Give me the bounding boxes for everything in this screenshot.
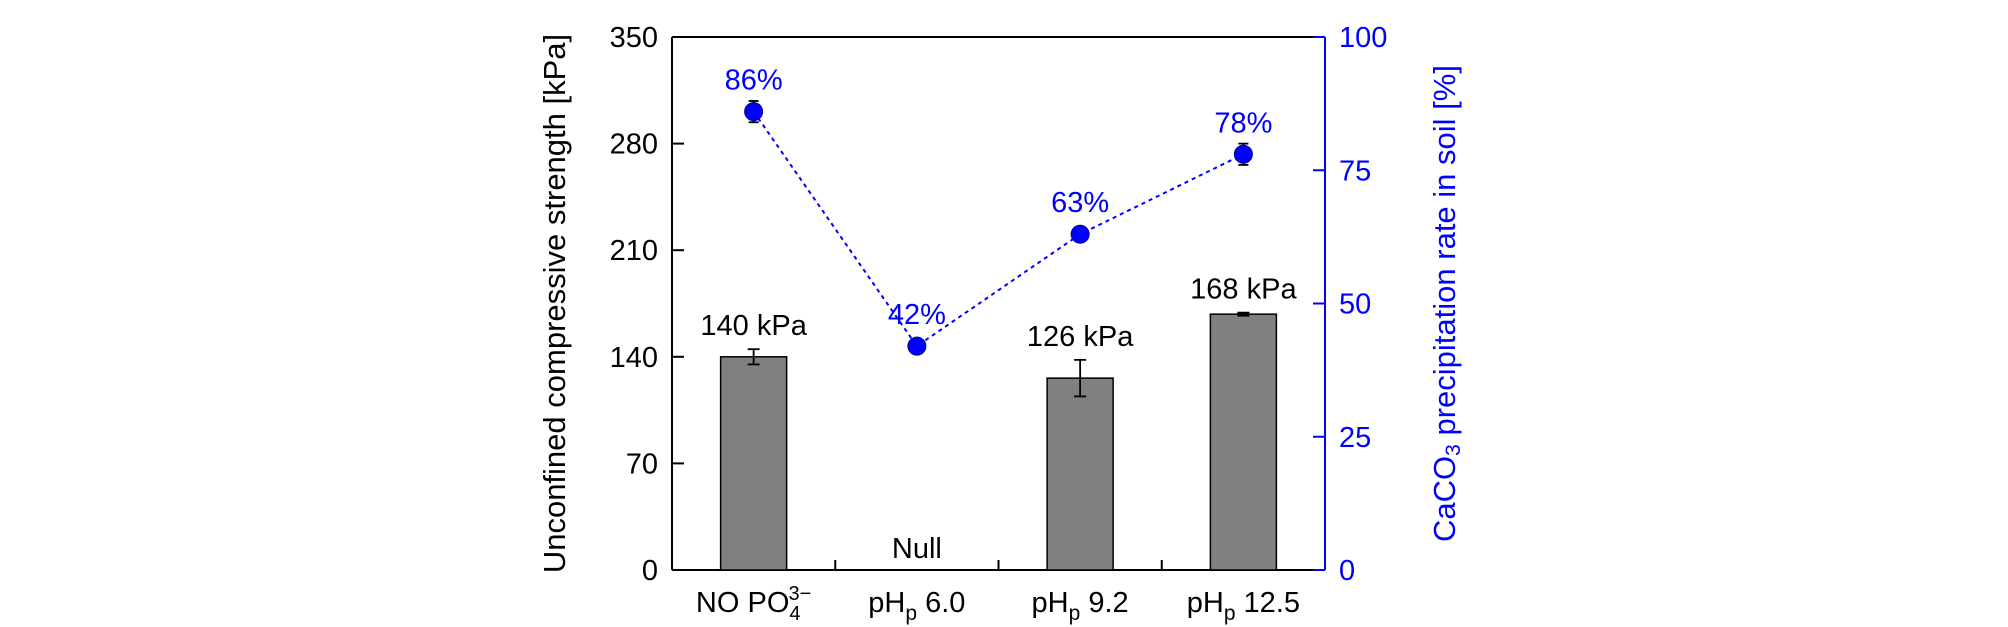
- x-category-label: NO PO43−: [696, 583, 811, 625]
- point-value-label: 86%: [725, 65, 783, 97]
- bar: [719, 356, 788, 571]
- x-category-label: pHp 9.2: [1032, 587, 1129, 625]
- y-right-title-part: CaCO: [1427, 456, 1462, 542]
- x-category-subscript: 4: [789, 603, 800, 625]
- y-left-tick-label: 280: [610, 129, 658, 161]
- line-series-path: [752, 111, 1244, 348]
- point-value-label: 42%: [888, 299, 946, 331]
- y-left-tick-label: 70: [626, 448, 658, 480]
- x-category-text: pH: [1032, 587, 1069, 619]
- y-right-tick-label: 100: [1339, 22, 1387, 54]
- y-left-tick-label: 0: [642, 555, 658, 587]
- bar-value-label: 168 kPa: [1190, 274, 1297, 306]
- data-point: [907, 336, 927, 356]
- y-right-tick-label: 75: [1339, 155, 1371, 187]
- point-value-label: 78%: [1214, 107, 1272, 139]
- y-right-tick-label: 0: [1339, 555, 1355, 587]
- x-category-subscript: p: [1224, 602, 1236, 625]
- x-category-label: pHp 12.5: [1187, 587, 1300, 625]
- point-value-label: 63%: [1051, 187, 1109, 219]
- data-point: [1070, 224, 1090, 244]
- bar: [1209, 313, 1278, 571]
- x-category-text: 9.2: [1080, 587, 1128, 619]
- y-right-title-part: precipitation rate in soil [%]: [1427, 65, 1462, 444]
- x-category-label: pHp 6.0: [868, 587, 965, 625]
- y-left-tick-label: 140: [610, 342, 658, 374]
- x-category-superscript: 3−: [789, 583, 812, 605]
- y-right-tick-label: 25: [1339, 422, 1371, 454]
- y-right-tick-label: 50: [1339, 289, 1371, 321]
- y-left-axis-title: Unconfined compressive strength [kPa]: [537, 34, 572, 573]
- bar-series: [719, 311, 1278, 571]
- x-category-subscript: p: [1069, 602, 1081, 625]
- x-category-text: 12.5: [1236, 587, 1301, 619]
- axes: 0 70 140 210 280 350 0 25 50 75 100 Unconfined comp…: [537, 22, 1465, 587]
- x-category-text: NO PO: [696, 587, 789, 619]
- labels: 140 kPa Null 126 kPa 168 kPa 86% 42% 63% 78% NO …: [696, 65, 1300, 625]
- x-category-text: pH: [1187, 587, 1224, 619]
- bar: [1046, 377, 1114, 571]
- x-category-text: 6.0: [917, 587, 965, 619]
- data-point: [1233, 144, 1253, 164]
- y-right-axis-title: CaCO3 precipitation rate in soil [%]: [1427, 65, 1465, 542]
- line-series: [744, 100, 1253, 356]
- x-category-text: pH: [868, 587, 905, 619]
- bar-value-label: Null: [892, 533, 942, 565]
- data-point: [744, 102, 764, 122]
- bar-value-label: 140 kPa: [700, 310, 807, 342]
- y-right-title-subscript: 3: [1442, 444, 1465, 456]
- y-left-tick-label: 350: [610, 22, 658, 54]
- x-category-subscript: p: [905, 602, 917, 625]
- y-left-tick-label: 210: [610, 235, 658, 267]
- bar-value-label: 126 kPa: [1027, 321, 1134, 353]
